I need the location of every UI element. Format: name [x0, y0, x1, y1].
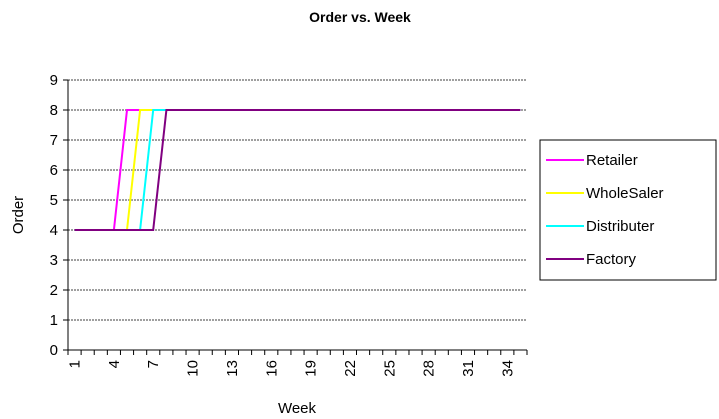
x-tick-label: 1	[67, 360, 84, 368]
y-tick-label: 0	[50, 342, 58, 359]
y-tick-label: 1	[50, 312, 58, 329]
y-tick-label: 8	[50, 102, 58, 119]
x-tick-label: 10	[185, 360, 202, 377]
y-tick-label: 4	[50, 222, 58, 239]
y-tick-label: 2	[50, 282, 58, 299]
x-tick-label: 19	[303, 360, 320, 377]
y-tick-label: 6	[50, 162, 58, 179]
x-axis-label: Week	[278, 400, 317, 417]
x-tick-label: 4	[106, 360, 123, 368]
x-tick-label: 22	[342, 360, 359, 377]
y-tick-label: 3	[50, 252, 58, 269]
x-tick-label: 34	[499, 360, 516, 377]
legend-box	[539, 139, 717, 281]
legend-label: Factory	[586, 251, 637, 268]
chart-title: Order vs. Week	[309, 9, 411, 25]
x-tick-label: 13	[224, 360, 241, 377]
series-line	[74, 109, 521, 231]
x-tick-label: 16	[263, 360, 280, 377]
x-tick-label: 28	[421, 360, 438, 377]
x-tick-label: 25	[381, 360, 398, 377]
y-tick-label: 9	[50, 72, 58, 89]
y-tick-label: 5	[50, 192, 58, 209]
legend-label: Distributer	[586, 218, 654, 235]
legend-label: Retailer	[586, 152, 638, 169]
y-axis-label: Order	[10, 196, 27, 234]
x-tick-label: 7	[145, 360, 162, 368]
y-tick-label: 7	[50, 132, 58, 149]
legend-label: WholeSaler	[586, 185, 664, 202]
x-tick-label: 31	[460, 360, 477, 377]
